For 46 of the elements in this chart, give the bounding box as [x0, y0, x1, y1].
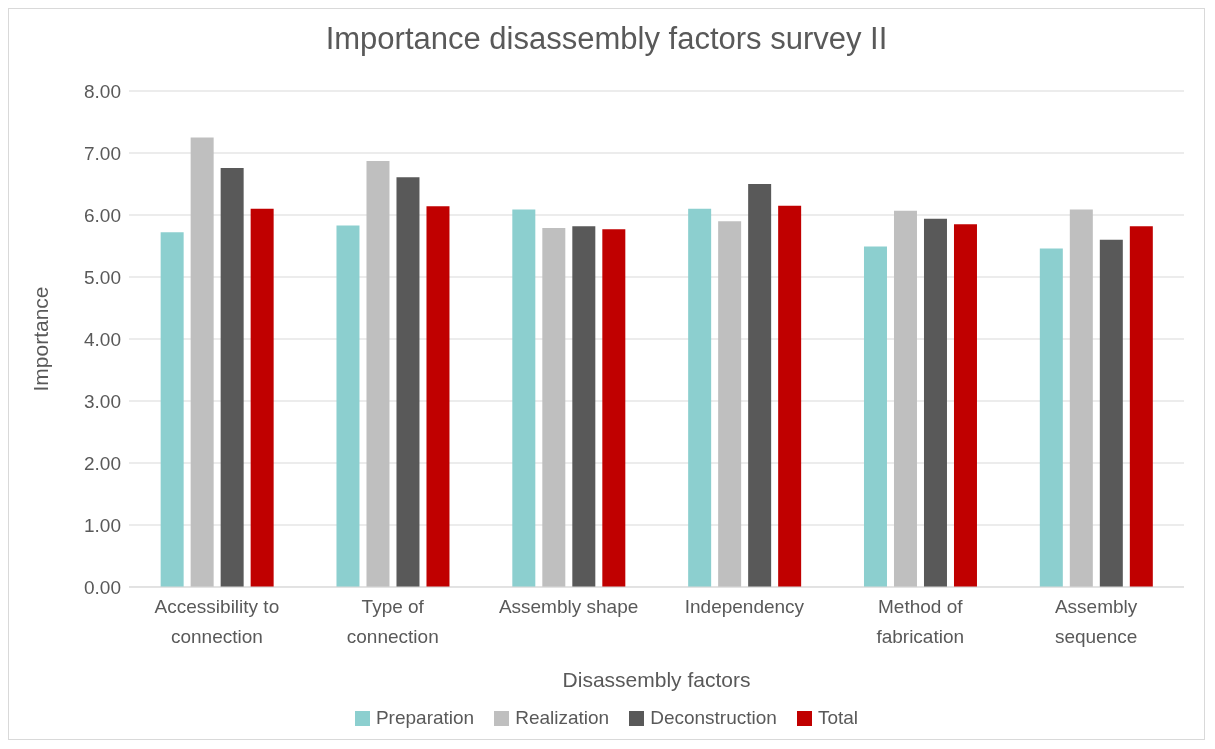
x-tick-label: Method of fabrication [876, 596, 965, 647]
y-tick-label: 8.00 [84, 80, 121, 102]
y-tick-label: 1.00 [84, 514, 121, 536]
x-tick-label: Type of connection [346, 596, 439, 647]
x-tick-label: Assembly shape [498, 596, 639, 617]
bar [190, 137, 214, 587]
bar [512, 209, 536, 587]
bar [1039, 248, 1063, 587]
y-tick-label: 6.00 [84, 204, 121, 226]
bar [688, 208, 712, 587]
bar [748, 184, 772, 587]
bar [336, 225, 360, 587]
x-axis-title: Disassembly factors [562, 668, 751, 691]
y-tick-label: 4.00 [84, 328, 121, 350]
y-tick-label: 5.00 [84, 266, 121, 288]
bar [718, 221, 742, 587]
legend-label: Realization [514, 707, 610, 729]
bar [1069, 209, 1093, 587]
bar [953, 224, 977, 587]
bar [1099, 239, 1123, 587]
bar [426, 206, 450, 587]
y-tick-label: 7.00 [84, 142, 121, 164]
bar [602, 229, 626, 587]
bar [160, 232, 184, 587]
y-tick-label: 2.00 [84, 452, 121, 474]
bar [1129, 226, 1153, 587]
bar [572, 226, 596, 587]
bar [893, 210, 917, 587]
x-tick-label: Assembly sequence [1054, 596, 1138, 647]
bar [396, 177, 420, 587]
y-tick-label: 0.00 [84, 576, 121, 598]
chart-title: Importance disassembly factors survey II [324, 21, 889, 58]
bar [220, 167, 244, 587]
bar [923, 218, 947, 587]
legend-label: Total [816, 707, 859, 729]
bar [542, 228, 566, 587]
y-tick-label: 3.00 [84, 390, 121, 412]
bar [366, 161, 390, 587]
y-axis-title: Importance [29, 286, 53, 392]
bar [250, 208, 274, 587]
x-tick-label: Independency [684, 596, 805, 617]
x-tick-label: Accessibility to connection [154, 596, 280, 647]
legend-label: Preparation [374, 707, 475, 729]
bar [778, 205, 802, 587]
bar [863, 246, 887, 587]
legend-label: Deconstruction [649, 707, 777, 729]
